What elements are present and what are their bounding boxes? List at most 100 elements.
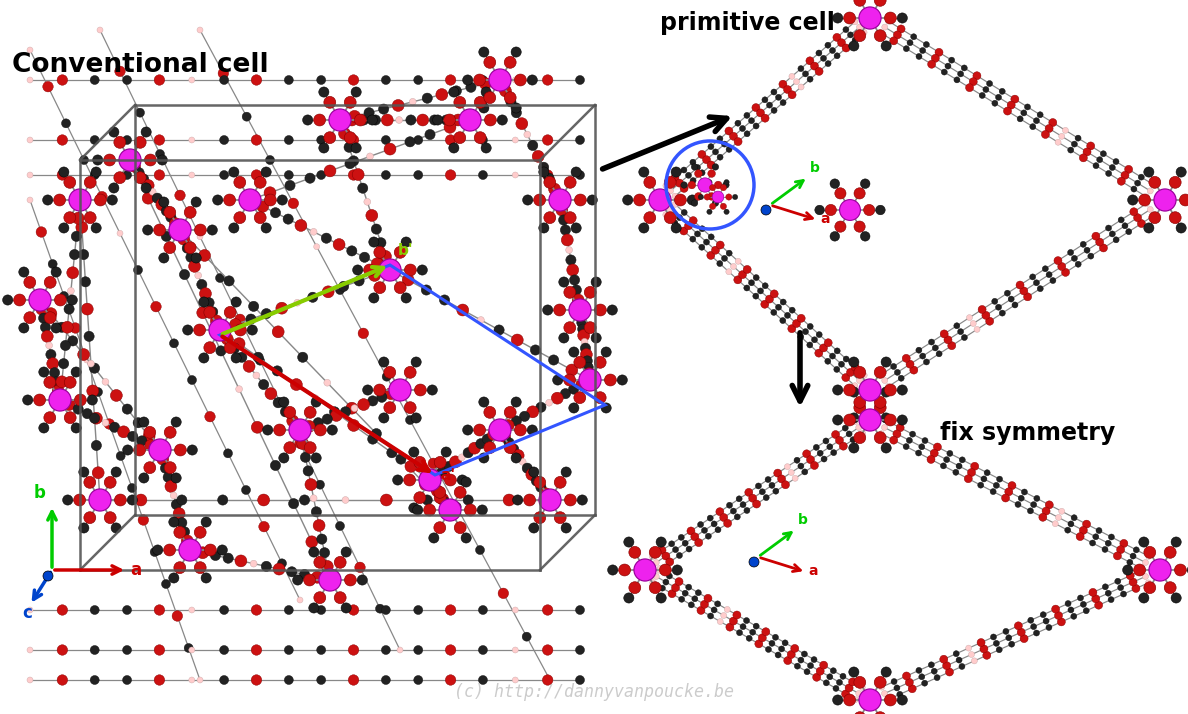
Circle shape <box>191 253 201 263</box>
Circle shape <box>425 477 437 488</box>
Circle shape <box>284 136 293 144</box>
Circle shape <box>704 594 712 603</box>
Circle shape <box>197 307 209 318</box>
Circle shape <box>329 407 340 417</box>
Circle shape <box>303 115 312 125</box>
Circle shape <box>251 645 261 655</box>
Circle shape <box>992 100 998 106</box>
Circle shape <box>685 172 691 178</box>
Circle shape <box>650 553 656 560</box>
Circle shape <box>276 302 287 314</box>
Circle shape <box>772 634 778 640</box>
Circle shape <box>474 424 486 436</box>
Circle shape <box>725 127 733 135</box>
Circle shape <box>835 188 846 199</box>
Circle shape <box>339 128 350 139</box>
Circle shape <box>80 156 88 164</box>
Circle shape <box>1130 553 1136 559</box>
Circle shape <box>71 231 82 241</box>
Circle shape <box>581 338 588 345</box>
Circle shape <box>789 74 795 79</box>
Circle shape <box>78 249 89 260</box>
Circle shape <box>311 453 321 463</box>
Circle shape <box>64 304 74 314</box>
Circle shape <box>748 280 754 286</box>
Circle shape <box>84 212 96 223</box>
Circle shape <box>107 195 118 205</box>
Circle shape <box>109 183 119 193</box>
Circle shape <box>789 307 795 313</box>
Circle shape <box>949 57 955 63</box>
Circle shape <box>584 286 596 298</box>
Circle shape <box>841 690 849 698</box>
Circle shape <box>364 264 375 276</box>
Circle shape <box>840 442 847 451</box>
Circle shape <box>695 231 701 237</box>
Circle shape <box>63 495 72 505</box>
Circle shape <box>810 62 819 70</box>
Circle shape <box>27 77 33 83</box>
Circle shape <box>405 136 415 147</box>
Circle shape <box>285 181 295 191</box>
Circle shape <box>454 96 466 109</box>
Circle shape <box>771 309 777 316</box>
Circle shape <box>744 285 750 291</box>
Circle shape <box>143 192 154 204</box>
Circle shape <box>53 194 65 206</box>
Circle shape <box>44 412 56 423</box>
Circle shape <box>449 456 461 468</box>
Circle shape <box>44 276 56 288</box>
Circle shape <box>259 379 268 390</box>
Circle shape <box>204 306 216 318</box>
Circle shape <box>798 66 804 71</box>
Circle shape <box>187 547 194 553</box>
Circle shape <box>707 161 715 169</box>
Circle shape <box>134 136 146 149</box>
Circle shape <box>1055 139 1061 145</box>
Circle shape <box>808 663 814 668</box>
Circle shape <box>305 478 317 491</box>
Circle shape <box>881 425 887 431</box>
Circle shape <box>1094 601 1102 609</box>
Circle shape <box>685 584 691 590</box>
Circle shape <box>757 109 765 117</box>
Circle shape <box>874 676 886 688</box>
Circle shape <box>758 634 766 642</box>
Circle shape <box>454 131 466 144</box>
Circle shape <box>245 195 255 205</box>
Circle shape <box>564 176 576 188</box>
Circle shape <box>794 79 800 85</box>
Circle shape <box>788 91 796 99</box>
Circle shape <box>284 76 293 84</box>
Circle shape <box>569 403 579 413</box>
Circle shape <box>446 645 456 655</box>
Circle shape <box>763 495 769 501</box>
Circle shape <box>569 275 580 285</box>
Circle shape <box>195 224 207 236</box>
Circle shape <box>807 323 814 329</box>
Circle shape <box>798 84 804 90</box>
Circle shape <box>419 469 441 491</box>
Circle shape <box>495 425 505 435</box>
Circle shape <box>784 463 790 470</box>
Circle shape <box>396 116 403 124</box>
Circle shape <box>456 304 469 316</box>
Circle shape <box>860 231 870 241</box>
Circle shape <box>324 379 330 386</box>
Circle shape <box>546 677 552 683</box>
Circle shape <box>413 492 425 503</box>
Circle shape <box>229 318 241 331</box>
Circle shape <box>402 293 411 303</box>
Circle shape <box>163 472 173 483</box>
Circle shape <box>451 86 461 96</box>
Circle shape <box>726 250 732 256</box>
Circle shape <box>708 234 714 240</box>
Text: b: b <box>34 484 46 502</box>
Circle shape <box>495 425 505 435</box>
Circle shape <box>164 544 176 556</box>
Circle shape <box>512 77 518 83</box>
Circle shape <box>444 461 454 471</box>
Circle shape <box>272 326 284 338</box>
Circle shape <box>644 212 656 223</box>
Circle shape <box>849 437 857 443</box>
